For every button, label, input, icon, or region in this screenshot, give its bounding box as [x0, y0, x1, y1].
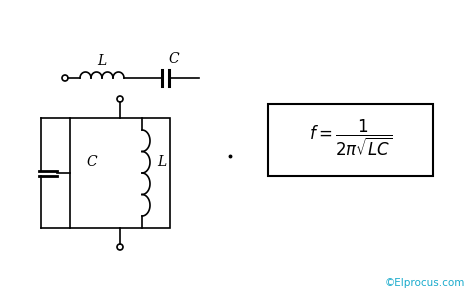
Text: C: C [168, 52, 179, 66]
Text: L: L [157, 155, 167, 169]
Text: L: L [97, 54, 107, 68]
Text: C: C [87, 155, 97, 169]
Bar [268, 104, 433, 176]
Bar [70, 118, 170, 228]
Text: ©Elprocus.com: ©Elprocus.com [384, 278, 465, 288]
Text: $\mathit{f} = \dfrac{1}{2\pi\sqrt{LC}}$: $\mathit{f} = \dfrac{1}{2\pi\sqrt{LC}}$ [309, 118, 392, 158]
